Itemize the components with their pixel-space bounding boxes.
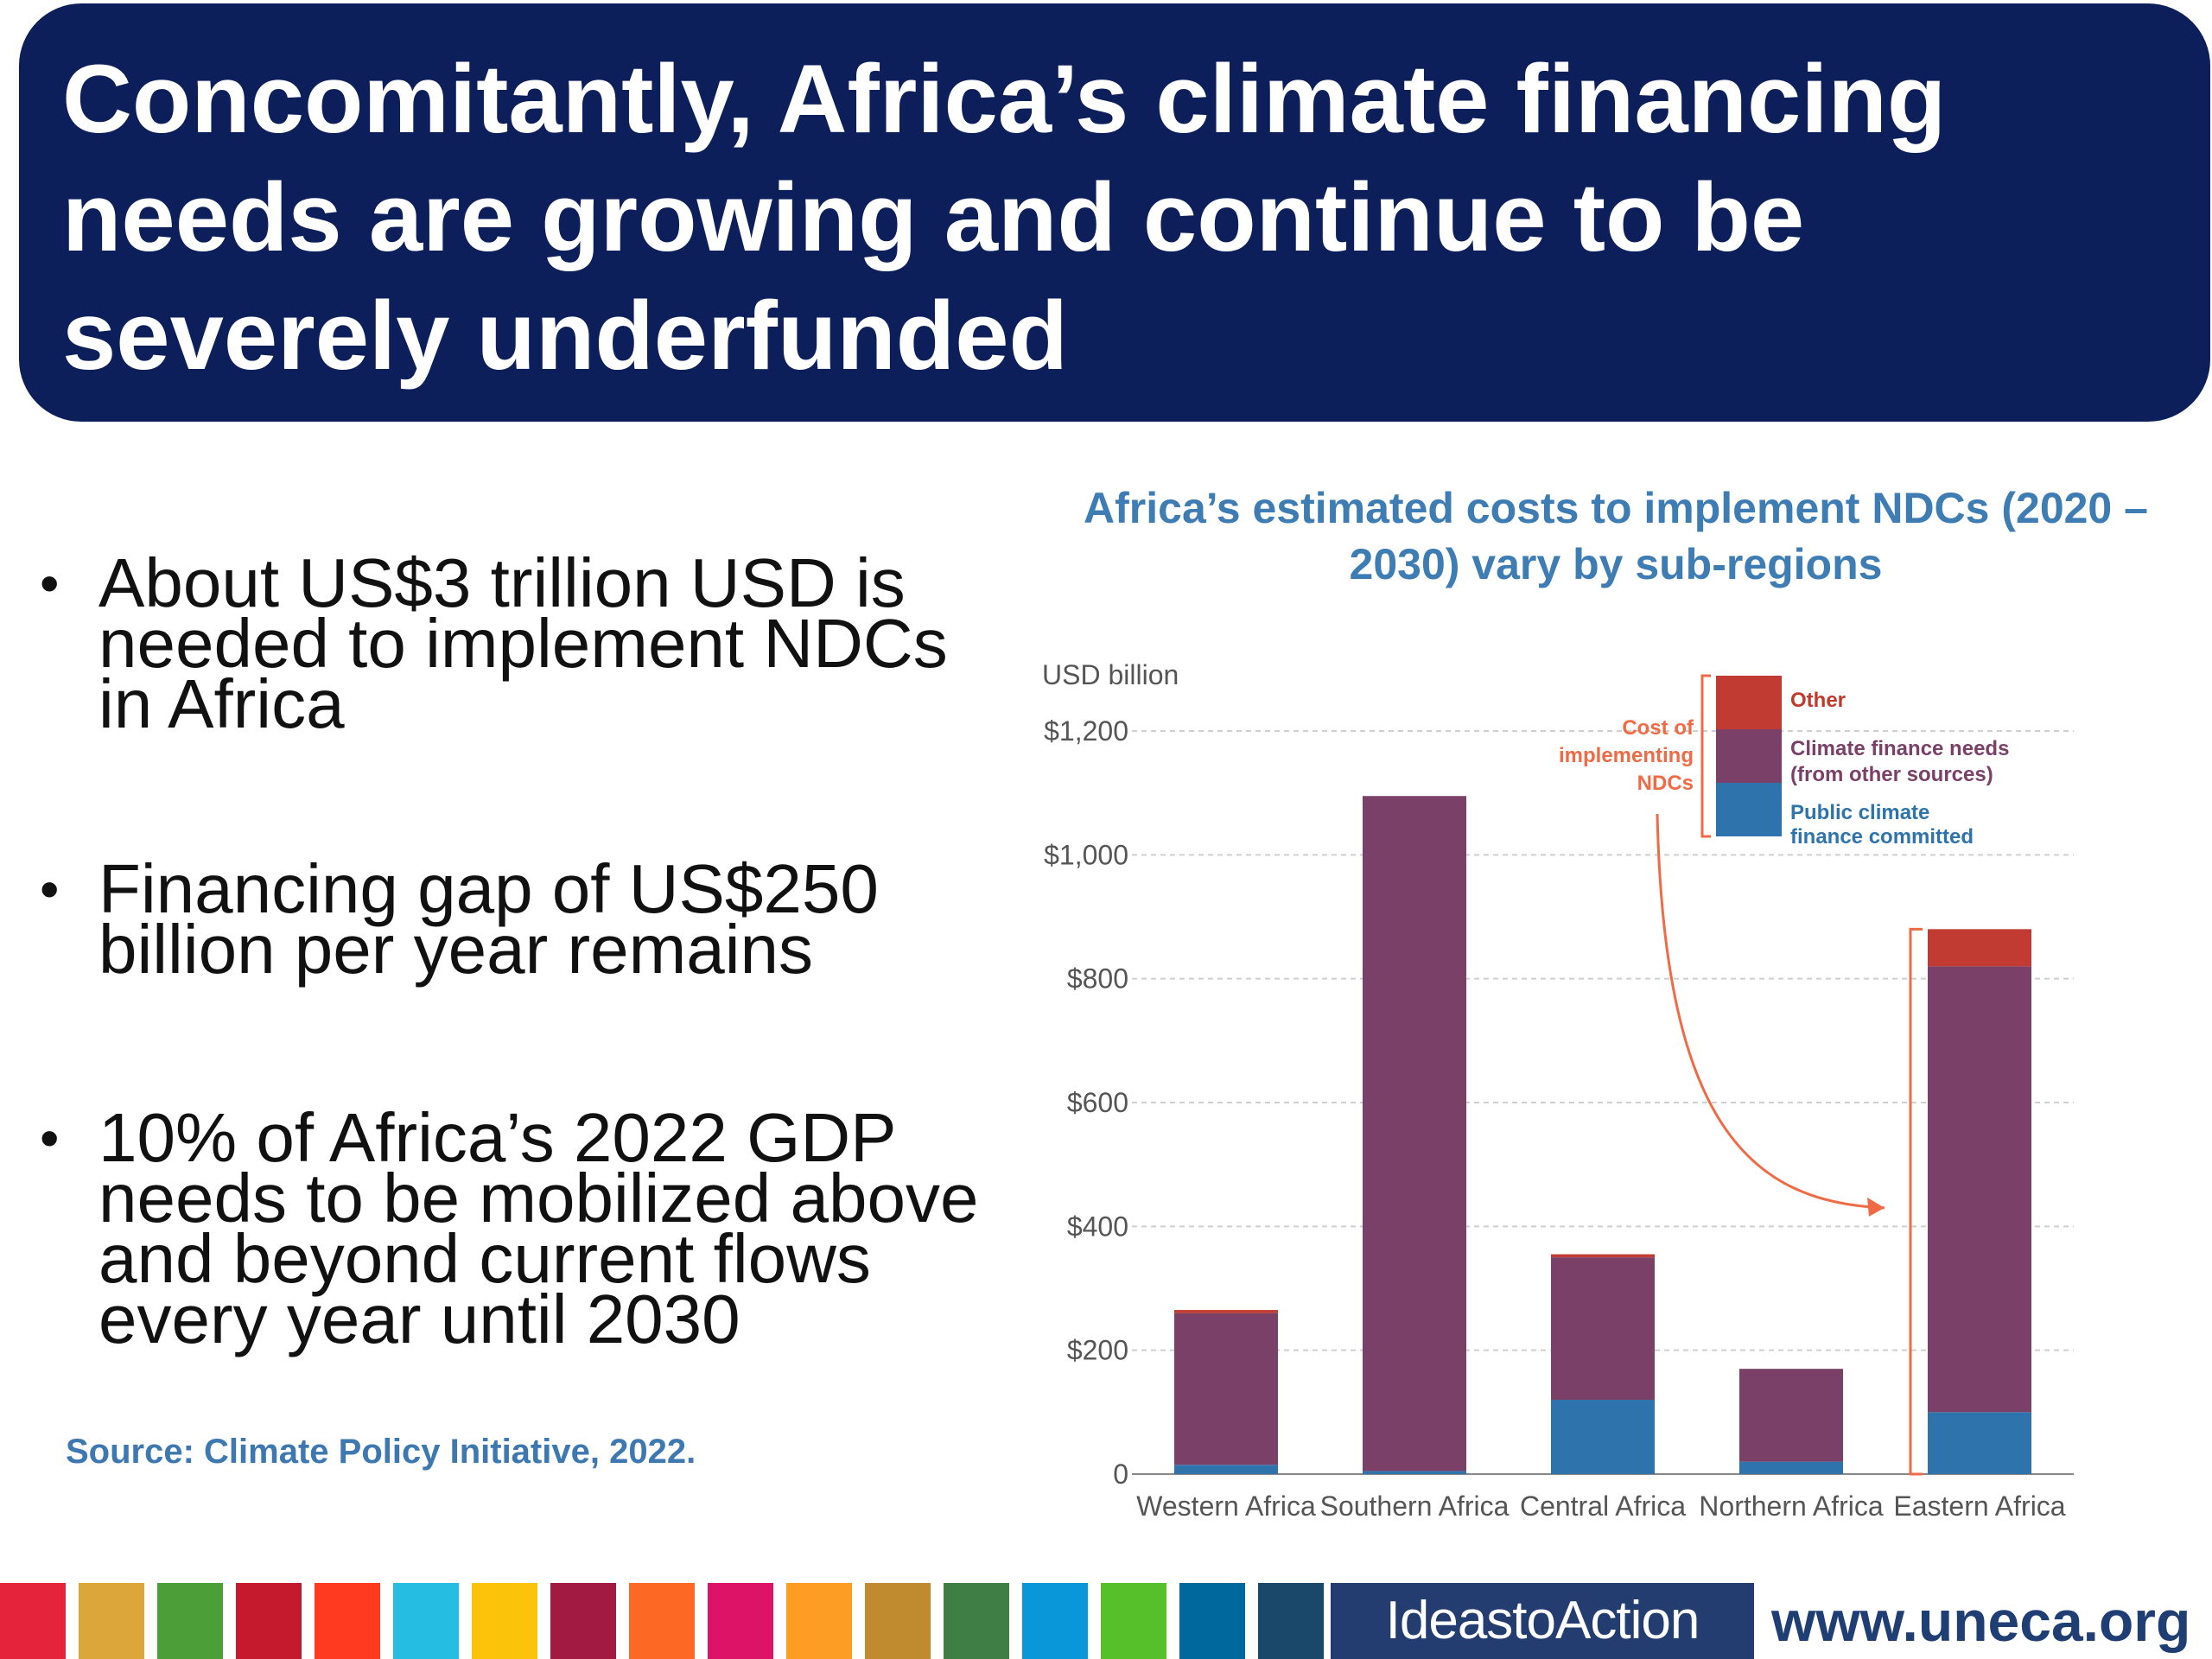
y-tick-label: $800 (1067, 963, 1128, 995)
title-line-1: Concomitantly, Africa’s climate financin… (62, 45, 1947, 153)
bar-segment (1174, 1313, 1278, 1465)
slide-title: Concomitantly, Africa’s climate financin… (62, 40, 2179, 395)
title-line-2: needs are growing and continue to be (62, 163, 1805, 271)
sdg-color-block (1179, 1583, 1245, 1659)
y-tick-label: $1,200 (1044, 715, 1128, 747)
bracket-label-line: Cost of (1622, 716, 1694, 740)
x-tick-label: Northern Africa (1699, 1491, 1884, 1521)
y-tick-label: $400 (1067, 1211, 1128, 1242)
sdg-color-block (157, 1583, 223, 1659)
sdg-color-block (865, 1583, 931, 1659)
ideas-to-action-logo: IdeastoAction (1331, 1583, 1754, 1659)
sdg-color-strip (0, 1583, 2212, 1659)
bullet-item: About US$3 trillion USD is needed to imp… (35, 549, 985, 739)
sdg-color-block (708, 1583, 773, 1659)
sdg-color-block (393, 1583, 459, 1659)
legend-swatch (1716, 676, 1782, 729)
sdg-color-block (1022, 1583, 1088, 1659)
legend-label-climate-needs: Climate finance needs (1790, 737, 2009, 760)
x-tick-label: Central Africa (1520, 1491, 1686, 1521)
legend-label-climate-needs-2: (from other sources) (1790, 763, 1993, 786)
sdg-color-block (1258, 1583, 1324, 1659)
bar-segment (1363, 1471, 1466, 1474)
legend-label-other: Other (1790, 689, 1846, 712)
bullet-item: 10% of Africa’s 2022 GDP needs to be mob… (35, 1103, 985, 1354)
eastern-bracket (1909, 927, 1923, 1476)
x-tick-label: Eastern Africa (1893, 1491, 2065, 1521)
bar-segment (1739, 1461, 1843, 1474)
arrow-head (1867, 1197, 1885, 1217)
sdg-color-block (315, 1583, 380, 1659)
x-tick-label: Western Africa (1136, 1491, 1316, 1521)
y-tick-label: $1,000 (1044, 839, 1128, 870)
bar-segment (1928, 1412, 2031, 1474)
y-tick-label: $200 (1067, 1335, 1128, 1366)
bar-segment (1739, 1369, 1843, 1462)
bar-segment (1551, 1257, 1655, 1400)
sdg-color-block (236, 1583, 302, 1659)
sdg-color-block (944, 1583, 1009, 1659)
title-line-3: severely underfunded (62, 282, 1068, 390)
stacked-bar-chart: USD billion 0 $200 $400 $600 $800 $1,000 $1,200… (1042, 659, 2074, 1521)
bullet-item: Financing gap of US$250 billion per year… (35, 855, 985, 984)
sdg-color-block (629, 1583, 695, 1659)
bar-segment (1174, 1310, 1278, 1313)
legend-swatch (1716, 729, 1782, 783)
bar-segment (1174, 1465, 1278, 1474)
bar-segment (1363, 796, 1466, 1471)
y-tick-label: 0 (1113, 1459, 1128, 1490)
sdg-color-block (472, 1583, 537, 1659)
bracket-label-line: implementing (1559, 744, 1694, 767)
callout-arrow (1656, 813, 1885, 1210)
bar-segment (1551, 1400, 1655, 1474)
website-url[interactable]: www.uneca.org (1771, 1589, 2191, 1653)
x-tick-label: Southern Africa (1320, 1491, 1510, 1521)
legend-label-public: Public climate (1790, 801, 1929, 824)
sdg-color-block (786, 1583, 852, 1659)
legend-swatch (1716, 783, 1782, 836)
legend-label-public-2: finance committed (1790, 825, 1974, 849)
sdg-color-block (79, 1583, 144, 1659)
title-banner: Concomitantly, Africa’s climate financin… (19, 3, 2210, 422)
bar-segment (1928, 929, 2031, 967)
sdg-color-block (550, 1583, 616, 1659)
source-note: Source: Climate Policy Initiative, 2022. (66, 1433, 696, 1471)
sdg-color-block (1101, 1583, 1166, 1659)
y-tick-label: $600 (1067, 1087, 1128, 1118)
y-axis-label: USD billion (1042, 659, 1179, 690)
bracket-label-line: NDCs (1637, 772, 1694, 795)
sdg-color-block (0, 1583, 66, 1659)
legend-bracket (1700, 674, 1711, 838)
bar-segment (1551, 1254, 1655, 1258)
bar-segment (1928, 966, 2031, 1413)
chart-title: Africa’s estimated costs to implement ND… (1084, 484, 2148, 588)
